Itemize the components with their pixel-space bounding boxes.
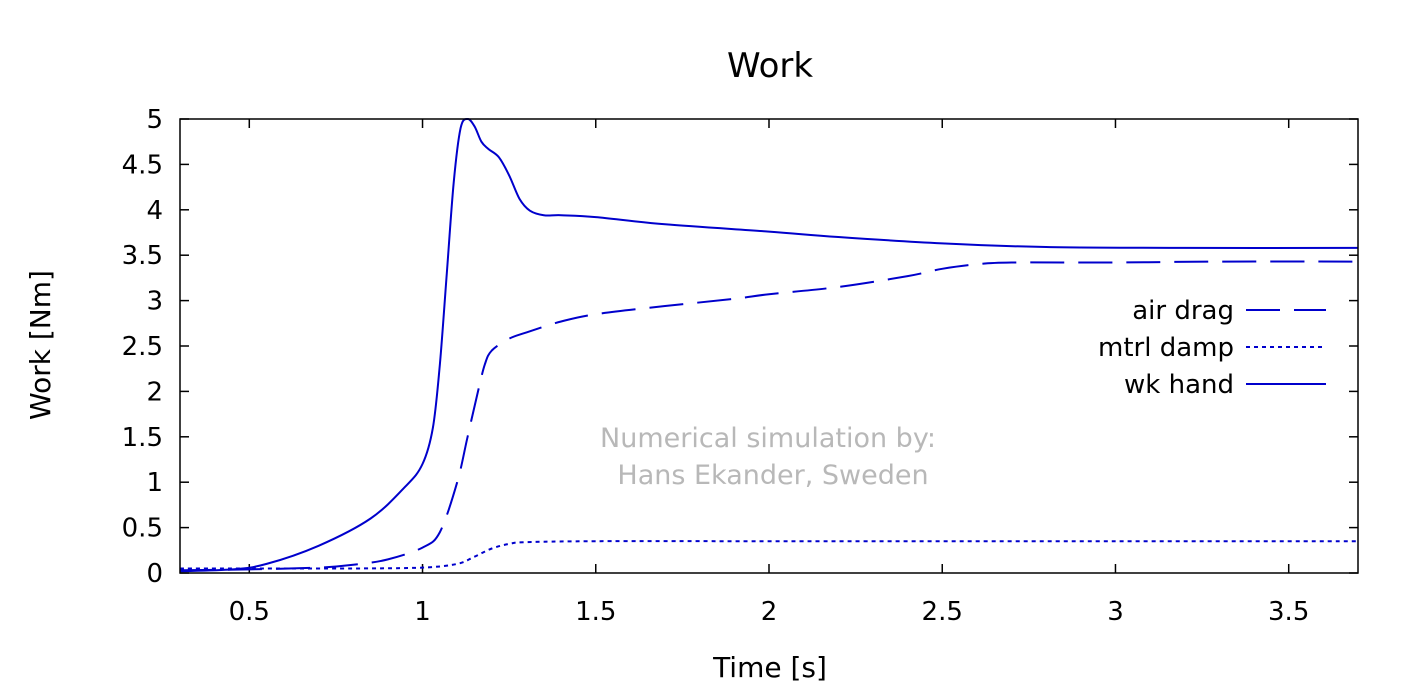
y-tick-label-3: 3: [146, 287, 163, 317]
series-lines: [179, 118, 1359, 573]
x-tick-label-2: 2: [761, 597, 778, 627]
watermark-line-2: Hans Ekander, Sweden: [617, 460, 928, 491]
x-tick-label-1-5: 1.5: [575, 597, 616, 627]
y-tick-label-2-5: 2.5: [122, 332, 163, 362]
series-line-wk-hand: [179, 118, 1359, 573]
x-tick-label-1: 1: [414, 597, 431, 627]
y-tick-label-4-5: 4.5: [122, 150, 163, 180]
series-line-air-drag: [179, 260, 1359, 572]
x-tick-label-3: 3: [1107, 597, 1124, 627]
y-tick-label-2: 2: [146, 377, 163, 407]
legend-label-mtrl-damp: mtrl damp: [1098, 333, 1234, 363]
x-tick-label-2-5: 2.5: [922, 597, 963, 627]
plot-frame: [179, 118, 1359, 574]
x-tick-label-0-5: 0.5: [229, 597, 270, 627]
y-tick-label-1-5: 1.5: [122, 423, 163, 453]
x-axis-label: Time [s]: [712, 651, 827, 684]
y-tick-label-5: 5: [146, 105, 163, 135]
chart-title: Work: [727, 46, 813, 86]
y-tick-label-0-5: 0.5: [122, 514, 163, 544]
legend: air drag mtrl damp wk hand: [1098, 296, 1326, 400]
y-tick-label-1: 1: [146, 468, 163, 498]
x-tick-label-3-5: 3.5: [1268, 597, 1309, 627]
y-tick-label-4: 4: [146, 196, 163, 226]
axis-ticks: 0.5 1 1.5 2 2.5 3 3.5 0 0.5 1 1.5 2 2.5 3 3.5 4 4.5 5: [122, 105, 1358, 627]
legend-label-wk-hand: wk hand: [1124, 370, 1234, 400]
y-tick-label-3-5: 3.5: [122, 241, 163, 271]
y-tick-label-0: 0: [146, 559, 163, 589]
y-axis-label: Work [Nm]: [24, 270, 57, 420]
watermark-annotation: Numerical simulation by: Hans Ekander, S…: [600, 423, 936, 491]
legend-label-air-drag: air drag: [1132, 296, 1234, 326]
watermark-line-1: Numerical simulation by:: [600, 423, 936, 454]
